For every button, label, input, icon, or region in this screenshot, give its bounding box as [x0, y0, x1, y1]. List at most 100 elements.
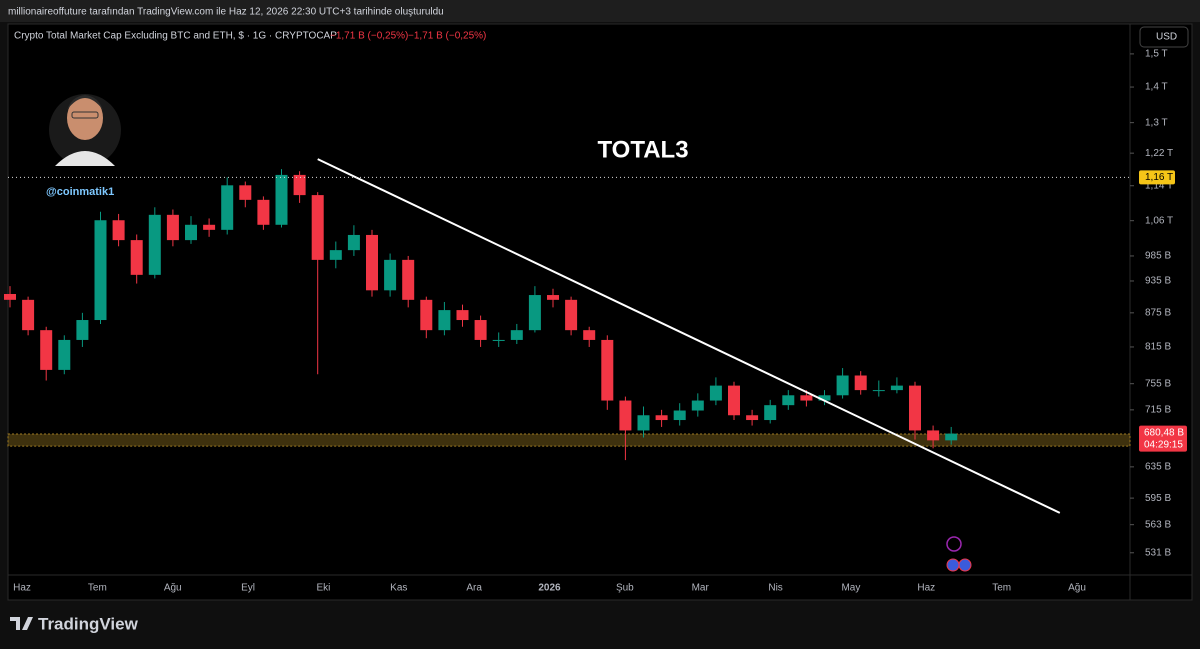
candle-body [492, 339, 505, 341]
y-tick-label: 563 B [1145, 519, 1171, 530]
last-price-label: 680,48 B [1144, 427, 1184, 438]
x-tick-label: 2026 [538, 583, 561, 594]
currency-button[interactable] [1139, 26, 1189, 48]
candle-body [673, 410, 686, 421]
candle-body [257, 199, 270, 225]
brand-name: TradingView [38, 614, 139, 633]
candle-body [601, 339, 614, 401]
x-tick-label: Nis [768, 583, 782, 594]
candle-body [872, 390, 885, 392]
candle-body [854, 375, 867, 391]
author: @coinmatik1 [46, 186, 114, 198]
x-tick-label: Eki [316, 583, 330, 594]
candle-body [311, 195, 324, 260]
y-tick-label: 635 B [1145, 461, 1171, 472]
candle-body [746, 415, 759, 421]
currency[interactable]: USD [1156, 32, 1177, 43]
candle-body [583, 330, 596, 340]
candle-body [655, 415, 668, 421]
x-tick-label: May [841, 583, 860, 594]
candle-body [637, 415, 650, 431]
candle-body [4, 293, 16, 300]
x-tick-label: Tem [992, 583, 1011, 594]
y-tick-label: 715 B [1145, 404, 1171, 415]
candle-body [76, 320, 89, 340]
candle-body [402, 259, 415, 300]
brand: TradingView [10, 614, 139, 633]
candle-body [22, 299, 35, 331]
price-line-label: 1,16 T [1145, 172, 1173, 183]
x-tick-label: Ağu [1068, 583, 1086, 594]
x-tick-label: Eyl [241, 583, 255, 594]
y-tick-label: 1,06 T [1145, 215, 1173, 226]
candle-body [818, 395, 831, 401]
y-tick-label: 1,4 T [1145, 82, 1168, 93]
last-price-tag [1139, 425, 1187, 452]
x-tick-label: Ara [466, 583, 482, 594]
y-tick-label: 875 B [1145, 307, 1171, 318]
event-icon[interactable] [946, 536, 962, 552]
candle-body [510, 330, 523, 340]
candle-body [709, 385, 722, 401]
event-flag[interactable] [946, 558, 960, 572]
candle-body [691, 400, 704, 411]
price-line-tag [1139, 170, 1175, 185]
candle-body [547, 295, 559, 300]
candle-body [909, 385, 921, 431]
change-label: −1,71 B (−0,25%) [330, 31, 408, 42]
symbol-legend: Crypto Total Market Cap Excluding BTC an… [14, 31, 337, 42]
y-tick-label: 1,14 T [1145, 180, 1173, 191]
x-tick-label: Ağu [164, 583, 182, 594]
chart-pane [7, 23, 1193, 601]
candle-body [528, 295, 541, 331]
candle-body [112, 220, 125, 241]
candle-body [438, 310, 451, 331]
y-tick-label: 935 B [1145, 276, 1171, 287]
candle-body [619, 400, 632, 431]
y-tick-label: 1,22 T [1145, 148, 1173, 159]
event-flag[interactable] [958, 558, 972, 572]
x-tick-label: Tem [88, 583, 107, 594]
y-tick-label: 985 B [1145, 251, 1171, 262]
avatar-hair [67, 95, 103, 110]
candle-body [384, 259, 397, 291]
candle-body [166, 214, 179, 241]
y-tick-label: 531 B [1145, 547, 1171, 558]
x-tick-label: Haz [917, 583, 935, 594]
candle-body [474, 320, 487, 340]
candle-body [728, 385, 740, 416]
candle-body [293, 174, 306, 196]
candle-body [347, 234, 360, 251]
candle-body [456, 310, 469, 321]
change-label: −1,71 B (−0,25%) [408, 31, 486, 42]
candle-body [58, 339, 71, 370]
plot: 1,5 T 1,4 T 1,3 T 1,22 T 1,14 T 1,06 T 985 B 93… [4, 49, 1187, 594]
candle-body [800, 395, 813, 401]
avatar [49, 94, 121, 166]
y-tick-label: 755 B [1145, 378, 1171, 389]
candle-body [275, 174, 288, 225]
candle-body [203, 224, 216, 230]
chart-title: TOTAL3 [597, 136, 688, 163]
header-caption: millionaireoffuture tarafından TradingVi… [8, 7, 444, 18]
x-tick-label: Mar [692, 583, 710, 594]
candle-body [420, 299, 433, 331]
candle-body [239, 185, 252, 200]
y-tick-label: 1,5 T [1145, 49, 1168, 60]
candle-body [764, 405, 777, 421]
candle-body [836, 375, 849, 396]
candle-body [130, 240, 143, 275]
candle-body [148, 214, 161, 275]
candle-body [890, 385, 903, 391]
candle-body [366, 234, 378, 291]
candle-body [945, 433, 958, 441]
y-tick-label: 815 B [1145, 342, 1171, 353]
avatar-shirt [55, 151, 115, 166]
countdown: 04:29:15 [1144, 439, 1183, 450]
x-tick-label: Haz [13, 583, 31, 594]
candle-body [185, 224, 197, 241]
candle-body [94, 220, 107, 321]
header-bar [0, 0, 1200, 22]
